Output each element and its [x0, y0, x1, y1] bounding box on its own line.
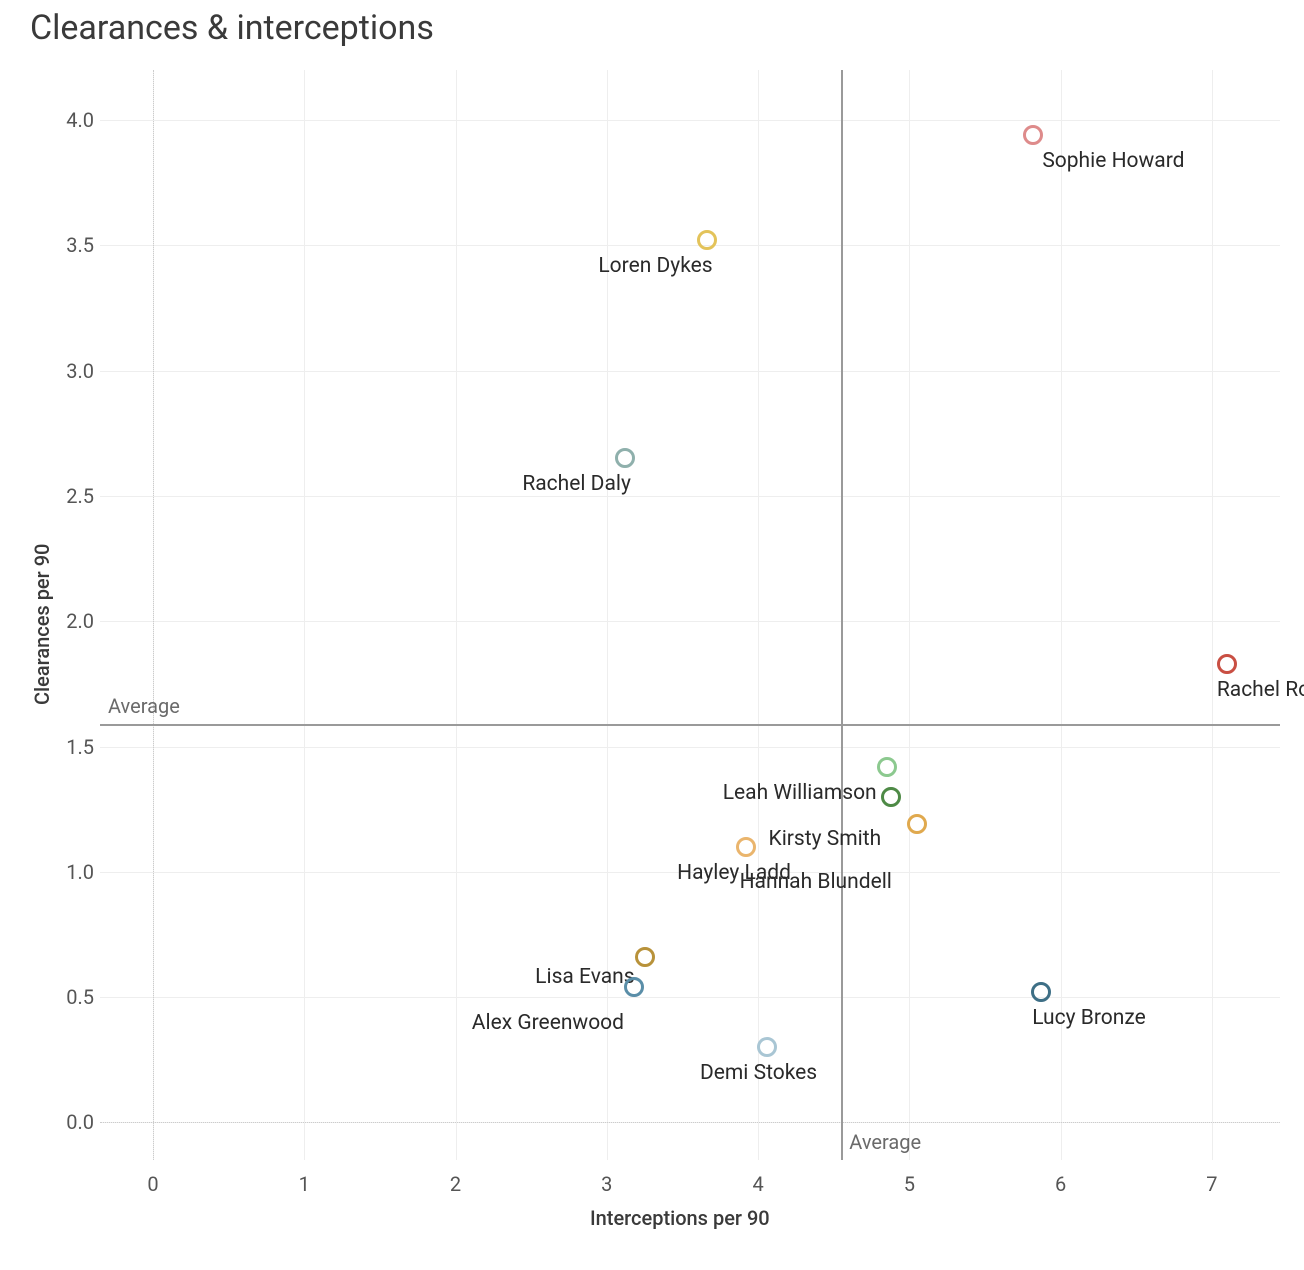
data-point[interactable] [907, 814, 927, 834]
data-point-label: Lisa Evans [535, 965, 634, 989]
data-point-label: Alex Greenwood [472, 1011, 624, 1035]
data-point[interactable] [757, 1037, 777, 1057]
gridline-h [100, 747, 1280, 748]
x-axis-label: Interceptions per 90 [590, 1206, 770, 1230]
data-point-label: Loren Dykes [598, 254, 712, 278]
y-tick-label: 0.5 [54, 985, 94, 1009]
y-axis-label: Clearances per 90 [30, 544, 54, 705]
y-tick-label: 3.5 [54, 233, 94, 257]
y-tick-label: 3.0 [54, 359, 94, 383]
chart-title: Clearances & interceptions [30, 8, 434, 48]
scatter-chart: Clearances & interceptions AverageAverag… [0, 0, 1304, 1270]
data-point[interactable] [1217, 654, 1237, 674]
data-point[interactable] [1031, 982, 1051, 1002]
y-tick-label: 0.0 [54, 1110, 94, 1134]
gridline-h [100, 371, 1280, 372]
data-point[interactable] [697, 230, 717, 250]
y-tick-label: 2.0 [54, 609, 94, 633]
data-point[interactable] [736, 837, 756, 857]
data-point[interactable] [1023, 125, 1043, 145]
zero-line-v [153, 70, 154, 1160]
zero-line-h [100, 1122, 1280, 1123]
x-tick-label: 4 [752, 1172, 763, 1196]
gridline-h [100, 120, 1280, 121]
y-tick-label: 1.0 [54, 860, 94, 884]
gridline-h [100, 496, 1280, 497]
x-tick-label: 6 [1055, 1172, 1066, 1196]
data-point-label: Rachel Daly [522, 472, 631, 496]
x-tick-label: 2 [450, 1172, 461, 1196]
x-tick-label: 5 [904, 1172, 915, 1196]
x-tick-label: 7 [1206, 1172, 1217, 1196]
y-tick-label: 2.5 [54, 484, 94, 508]
gridline-h [100, 997, 1280, 998]
data-point-label: Demi Stokes [700, 1061, 817, 1085]
avg-label-x: Average [849, 1130, 921, 1154]
y-tick-label: 4.0 [54, 108, 94, 132]
x-tick-label: 1 [299, 1172, 310, 1196]
gridline-h [100, 245, 1280, 246]
x-tick-label: 0 [147, 1172, 158, 1196]
data-point-label: Sophie Howard [1042, 149, 1184, 173]
avg-line-h [100, 724, 1280, 726]
data-point-label: Kirsty Smith [769, 827, 882, 851]
data-point-label: Lucy Bronze [1032, 1006, 1146, 1030]
plot-area: Average Average Sophie Howard Loren Dykes Ra… [100, 70, 1280, 1160]
data-point-label: Leah Williamson [723, 781, 877, 805]
data-point[interactable] [635, 947, 655, 967]
y-tick-label: 1.5 [54, 735, 94, 759]
avg-line-v [841, 70, 843, 1160]
data-point-label: Rachel Rowe [1217, 678, 1304, 702]
gridline-h [100, 621, 1280, 622]
data-point[interactable] [881, 787, 901, 807]
x-tick-label: 3 [601, 1172, 612, 1196]
data-point[interactable] [624, 977, 644, 997]
avg-label-y: Average [108, 694, 180, 718]
data-point[interactable] [877, 757, 897, 777]
data-point-label: Hayley Ladd [677, 861, 791, 885]
data-point[interactable] [615, 448, 635, 468]
